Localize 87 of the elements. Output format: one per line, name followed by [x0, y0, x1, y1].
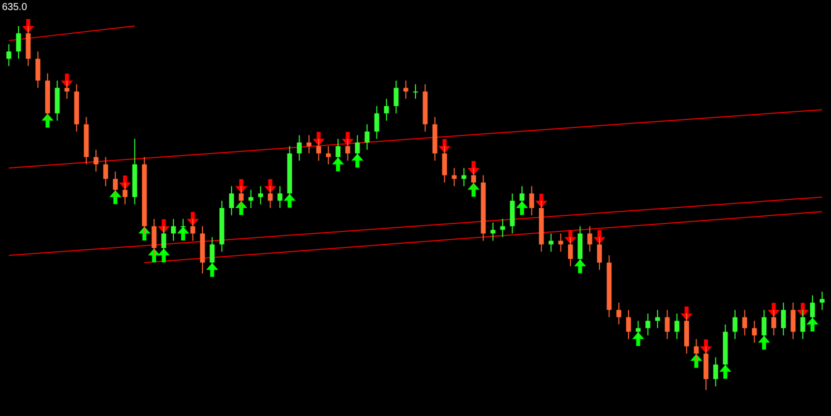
candlestick — [762, 309, 766, 344]
point — [680, 306, 693, 321]
point — [22, 19, 34, 33]
candlestick — [171, 218, 176, 242]
candlestick — [732, 309, 738, 340]
candlestick — [558, 232, 564, 252]
candlestick — [800, 309, 806, 340]
point — [264, 179, 276, 194]
candlestick — [452, 167, 457, 187]
point — [535, 194, 548, 208]
candlestick — [122, 182, 128, 205]
candlestick — [112, 171, 118, 198]
point — [119, 176, 132, 190]
candlestick — [529, 186, 534, 216]
point — [60, 74, 73, 88]
candlestick — [180, 218, 186, 234]
candlestick — [326, 146, 331, 165]
point — [177, 226, 190, 240]
candlestick — [248, 189, 254, 208]
candlestick — [636, 320, 641, 340]
point — [158, 248, 170, 262]
point — [690, 354, 702, 368]
candlestick — [190, 218, 196, 242]
candlestick — [6, 44, 12, 67]
candlestick — [655, 309, 660, 329]
point — [564, 230, 576, 244]
point — [206, 262, 218, 277]
point — [516, 201, 528, 215]
candlestick — [781, 302, 786, 336]
candlestick — [364, 124, 370, 150]
candlestick — [403, 80, 408, 100]
candlestick — [103, 156, 108, 187]
candlestick — [568, 236, 573, 267]
candlestick — [306, 134, 312, 154]
candlestick — [674, 313, 680, 340]
candlestick — [345, 138, 350, 162]
candlestick — [771, 309, 776, 336]
point — [632, 332, 644, 346]
candlestick — [16, 26, 21, 60]
candlestick — [442, 146, 447, 184]
candlestick — [500, 218, 506, 238]
candlestick — [626, 309, 631, 340]
candlestick — [461, 167, 466, 187]
candlestick — [413, 84, 418, 100]
candlestick — [152, 218, 156, 256]
text: 635.0 — [2, 2, 28, 13]
candlestick — [645, 313, 650, 336]
candlestick — [664, 309, 670, 340]
candlestick — [742, 309, 748, 336]
candlestick — [490, 222, 496, 242]
candlestick — [587, 226, 592, 252]
candlestick — [520, 186, 524, 208]
candlestick — [810, 294, 815, 325]
candlestick — [229, 186, 234, 216]
point — [138, 226, 150, 240]
candlestick — [616, 302, 622, 325]
candlestick — [394, 80, 399, 114]
point — [593, 230, 606, 244]
point — [806, 317, 818, 332]
candlestick — [336, 138, 340, 165]
candlestick — [548, 232, 554, 252]
candlestick — [210, 236, 215, 270]
point — [235, 179, 248, 194]
candlestick — [713, 356, 718, 387]
candlestick — [258, 186, 264, 205]
candlestick — [471, 167, 476, 190]
candlestick — [35, 50, 40, 88]
point — [235, 201, 248, 215]
point — [468, 160, 480, 175]
candlestick — [94, 149, 98, 172]
candlestick — [316, 138, 322, 162]
candlestick — [354, 134, 360, 162]
candlestick — [384, 98, 389, 122]
candlestick — [296, 134, 302, 162]
candlestick — [597, 236, 602, 270]
point — [438, 139, 451, 154]
candlestick — [752, 320, 757, 344]
point — [719, 364, 732, 379]
candlestick — [161, 226, 166, 256]
point — [468, 182, 480, 197]
candlestick — [790, 302, 796, 340]
candlestick — [820, 291, 825, 310]
point — [332, 157, 344, 172]
candlestick — [278, 186, 282, 208]
point — [158, 219, 170, 234]
candlestick — [374, 106, 380, 140]
candlestick — [64, 80, 70, 100]
